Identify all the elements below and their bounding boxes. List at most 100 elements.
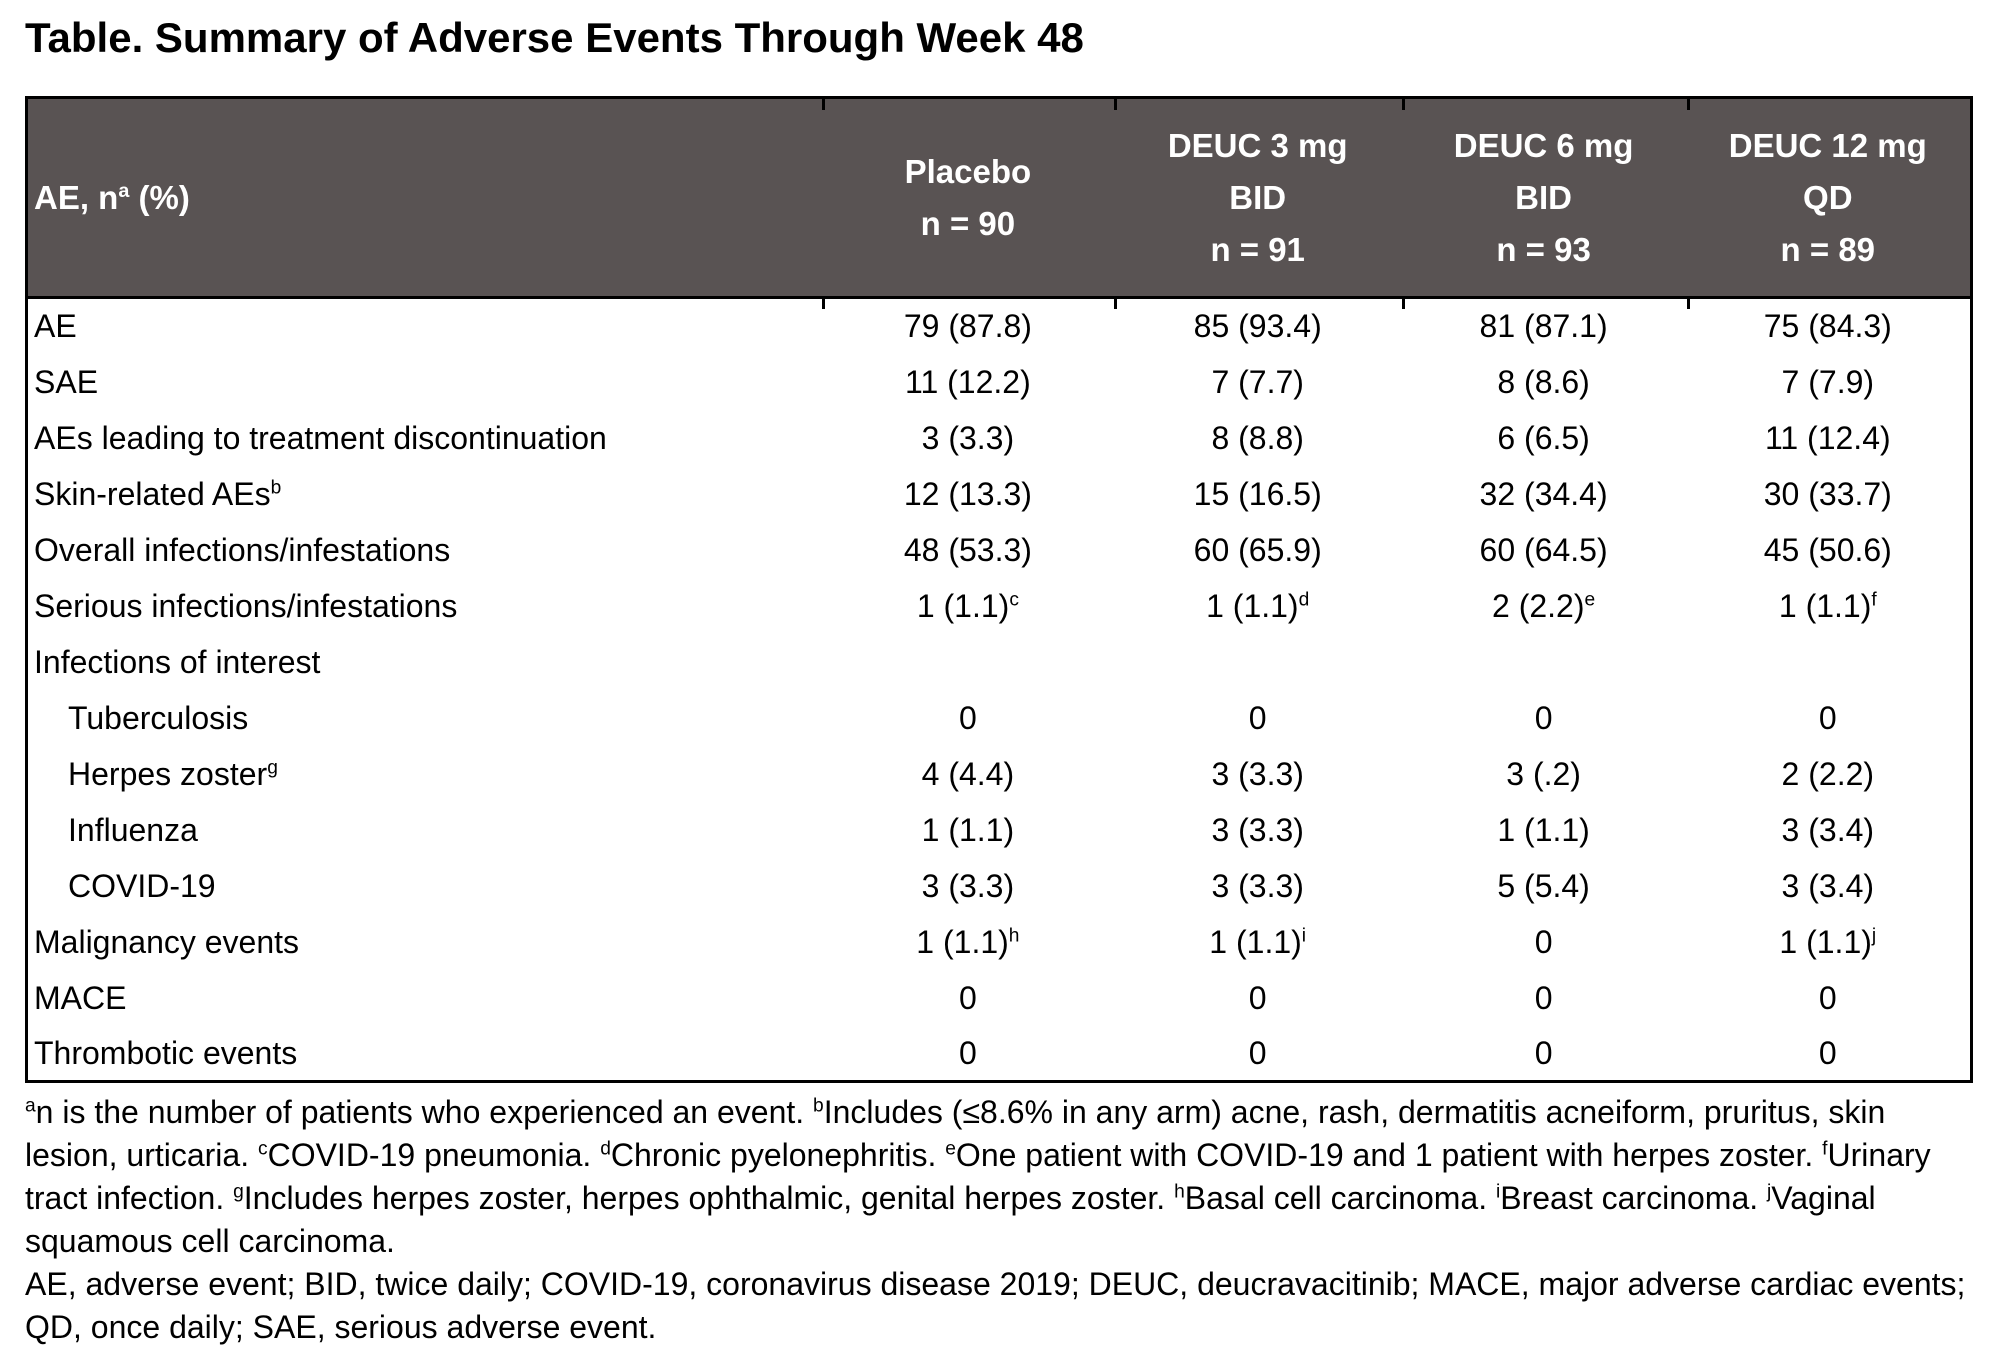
col-header-deuc-12mg: DEUC 12 mg QD n = 89: [1685, 97, 1972, 299]
footnote-abbreviations: AE, adverse event; BID, twice daily; COV…: [25, 1266, 1966, 1345]
table-container: AE, na (%) Placebo n = 90 DEUC 3 mg BID …: [25, 96, 1973, 1083]
table-header: AE, na (%) Placebo n = 90 DEUC 3 mg BID …: [26, 97, 1972, 299]
row-label: Malignancy events: [34, 923, 300, 960]
col-header-ae: AE, na (%): [26, 97, 822, 299]
row-label: Skin-related AEsb: [34, 475, 282, 512]
col-header-line: DEUC 6 mg: [1453, 126, 1634, 164]
col-header-line: BID: [1515, 178, 1573, 216]
table-row: COVID-19 3 (3.3) 3 (3.3) 5 (5.4) 3 (3.4): [27, 858, 1972, 914]
row-label: Tuberculosis: [68, 699, 249, 736]
footnotes: an is the number of patients who experie…: [25, 1091, 1975, 1349]
cell-value: 60 (65.9): [1193, 531, 1322, 568]
cell-value: 0: [958, 699, 977, 736]
cell-value: 8 (8.8): [1211, 419, 1304, 456]
col-header-placebo: Placebo n = 90: [822, 97, 1114, 299]
adverse-events-table: AE, na (%) Placebo n = 90 DEUC 3 mg BID …: [25, 96, 1973, 1083]
footnote-definitions: an is the number of patients who experie…: [25, 1094, 1931, 1259]
cell-value: 0: [1534, 1034, 1553, 1071]
cell-value: 0: [1248, 979, 1267, 1016]
cell-value: 3 (.2): [1506, 755, 1581, 792]
cell-value: 1 (1.1): [921, 811, 1015, 848]
cell-value: 0: [1818, 979, 1837, 1016]
table-row: Serious infections/infestations 1 (1.1)c 1…: [27, 578, 1972, 634]
cell-value: 0: [1534, 699, 1553, 736]
table-row: Tuberculosis 0 0 0 0: [27, 690, 1972, 746]
col-header-deuc-6mg: DEUC 6 mg BID n = 93: [1401, 97, 1686, 299]
column-divider-tick: [1686, 96, 1690, 110]
column-divider-tick: [821, 299, 825, 309]
cell-value: 1 (1.1)f: [1778, 587, 1877, 624]
row-label: Serious infections/infestations: [34, 587, 458, 624]
row-label: SAE: [34, 363, 99, 400]
cell-value: 6 (6.5): [1497, 419, 1590, 456]
cell-value: 7 (7.7): [1211, 363, 1304, 400]
row-label: Infections of interest: [34, 643, 321, 680]
table-row: Herpes zosterg 4 (4.4) 3 (3.3) 3 (.2) 2 (2.2…: [27, 746, 1972, 802]
col-header-line: n = 89: [1780, 230, 1876, 268]
cell-value: 12 (13.3): [903, 475, 1032, 512]
row-label: MACE: [34, 979, 127, 1016]
header-row: AE, na (%) Placebo n = 90 DEUC 3 mg BID …: [26, 97, 1972, 299]
column-divider-tick: [1402, 96, 1406, 110]
col-header-deuc-3mg: DEUC 3 mg BID n = 91: [1113, 97, 1402, 299]
row-label: AE: [34, 308, 77, 345]
cell-value: 0: [1818, 699, 1837, 736]
cell-value: 2 (2.2): [1781, 755, 1875, 792]
cell-value: 11 (12.4): [1764, 419, 1891, 456]
cell-value: 30 (33.7): [1763, 475, 1892, 512]
column-divider-tick: [1113, 96, 1117, 110]
cell-value: 3 (3.3): [1211, 867, 1304, 904]
row-label: Influenza: [68, 811, 198, 848]
cell-value: 3 (3.3): [1211, 755, 1304, 792]
cell-value: 3 (3.4): [1781, 811, 1875, 848]
cell-value: 0: [1248, 699, 1267, 736]
cell-value: [1686, 634, 1972, 690]
col-header-line: n = 90: [920, 204, 1016, 242]
cell-value: 7 (7.9): [1781, 363, 1875, 400]
cell-value: 85 (93.4): [1193, 308, 1322, 345]
cell-value: 0: [958, 979, 977, 1016]
cell-value: 3 (3.4): [1781, 867, 1875, 904]
cell-value: 1 (1.1)d: [1206, 587, 1310, 624]
cell-value: 2 (2.2)e: [1492, 587, 1596, 624]
table-row: Skin-related AEsb 12 (13.3) 15 (16.5) 32 (3…: [27, 466, 1972, 522]
cell-value: [1402, 634, 1686, 690]
cell-value: 1 (1.1)i: [1209, 923, 1307, 960]
col-header-line: QD: [1803, 178, 1853, 216]
column-divider-tick: [1686, 299, 1690, 309]
row-label: Thrombotic events: [34, 1034, 298, 1071]
table-row: Infections of interest: [27, 634, 1972, 690]
cell-value: [822, 634, 1114, 690]
col-header-line: n = 91: [1210, 230, 1305, 268]
table-row: Thrombotic events 0 0 0 0: [27, 1026, 1972, 1082]
column-divider-tick: [1113, 299, 1117, 309]
cell-value: 5 (5.4): [1497, 867, 1590, 904]
cell-value: 4 (4.4): [921, 755, 1015, 792]
cell-value: 48 (53.3): [903, 531, 1032, 568]
table-row: SAE 11 (12.2) 7 (7.7) 8 (8.6) 7 (7.9): [27, 354, 1972, 410]
cell-value: 1 (1.1)h: [916, 923, 1020, 960]
table-row: Overall infections/infestations 48 (53.3)…: [27, 522, 1972, 578]
col-header-line: DEUC 12 mg: [1728, 126, 1927, 164]
row-label: Herpes zosterg: [68, 755, 278, 792]
cell-value: 0: [1534, 923, 1553, 960]
cell-value: 1 (1.1)j: [1779, 923, 1877, 960]
table-title: Table. Summary of Adverse Events Through…: [25, 14, 1084, 61]
column-divider-tick: [821, 96, 825, 110]
table-row: AEs leading to treatment discontinuation…: [27, 410, 1972, 466]
col-header-ae-label: AE, na (%): [34, 178, 190, 216]
cell-value: 15 (16.5): [1193, 475, 1322, 512]
col-header-line: Placebo: [904, 152, 1032, 190]
table-body: AE 79 (87.8) 85 (93.4) 81 (87.1) 75 (84.3) SA…: [27, 298, 1972, 1082]
cell-value: 3 (3.3): [1211, 811, 1304, 848]
col-header-line: BID: [1229, 178, 1287, 216]
col-header-line: DEUC 3 mg: [1167, 126, 1348, 164]
cell-value: 1 (1.1)c: [916, 587, 1019, 624]
row-label: AEs leading to treatment discontinuation: [34, 419, 607, 456]
cell-value: 8 (8.6): [1497, 363, 1590, 400]
cell-value: 3 (3.3): [921, 867, 1015, 904]
table-row: Influenza 1 (1.1) 3 (3.3) 1 (1.1) 3 (3.4): [27, 802, 1972, 858]
cell-value: 60 (64.5): [1479, 531, 1608, 568]
cell-value: 81 (87.1): [1479, 308, 1608, 345]
row-label: Overall infections/infestations: [34, 531, 451, 568]
